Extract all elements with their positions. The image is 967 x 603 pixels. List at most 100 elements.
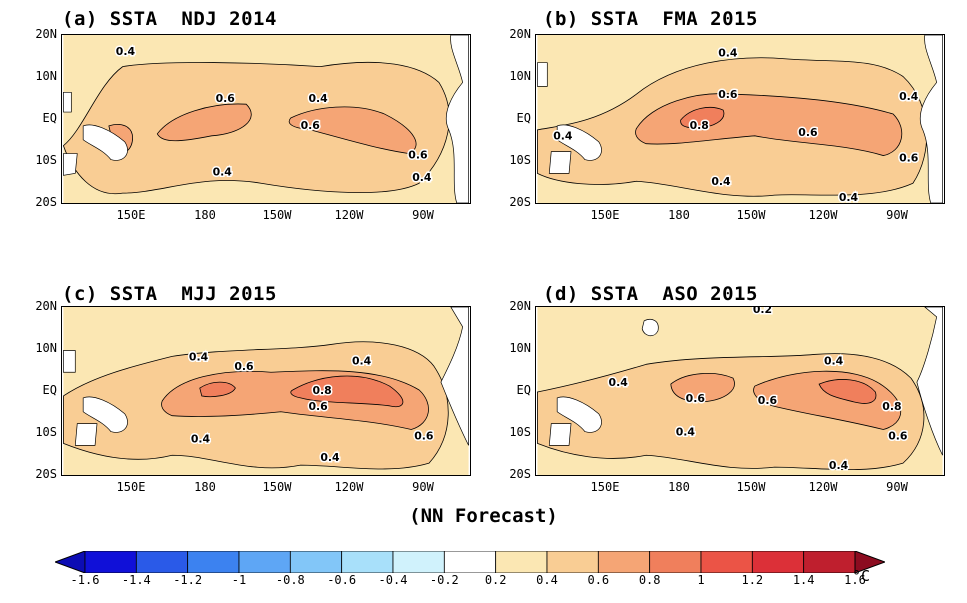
panel-c-map: 0.4 0.6 0.4 0.8 0.6 0.4 0.6 0.4 xyxy=(61,306,471,476)
panel-a-contour-label: 0.6 xyxy=(216,92,235,105)
panel-a-lat-label: 20S xyxy=(35,195,57,209)
panel-c-lon-label: 90W xyxy=(412,480,434,494)
panel-c-svg: 0.4 0.6 0.4 0.8 0.6 0.4 0.6 0.4 xyxy=(63,307,469,475)
panel-b-lat-label: 20N xyxy=(509,27,531,41)
colorbar-tick-label: 1.4 xyxy=(792,573,815,587)
panel-d-contour-label: 0.6 xyxy=(758,394,777,407)
panel-d-lon-label: 90W xyxy=(886,480,908,494)
panel-c-lat-label: 20S xyxy=(35,467,57,481)
panel-b-contour-label: 0.4 xyxy=(839,191,859,203)
panel-b-title: (b) SSTA FMA 2015 xyxy=(543,8,758,30)
colorbar-segment xyxy=(392,551,445,573)
panel-b-contour-label: 0.8 xyxy=(690,119,709,132)
panel-a-title: (a) SSTA NDJ 2014 xyxy=(62,8,277,30)
panel-b-contour-label: 0.4 xyxy=(899,90,919,103)
colorbar-segment xyxy=(546,551,599,573)
panel-b-lon-label: 180 xyxy=(668,208,690,222)
panel-d-contour-label: 0.4 xyxy=(609,376,629,389)
colorbar-tick-label: 0.8 xyxy=(638,573,661,587)
panel-c-contour-label: 0.8 xyxy=(312,384,331,397)
panel-b-lon-label: 150W xyxy=(736,208,766,222)
panel-b-contour-label: 0.4 xyxy=(718,47,738,60)
panel-a-lon-label: 180 xyxy=(194,208,216,222)
colorbar-tick-label: -0.8 xyxy=(275,573,305,587)
panel-c-lat-label: EQ xyxy=(42,383,57,397)
panel-d-title: (d) SSTA ASO 2015 xyxy=(543,283,758,305)
panel-a-contour-label: 0.6 xyxy=(301,119,320,132)
colorbar-segment xyxy=(495,551,548,573)
panel-d-lat-label: 20N xyxy=(509,299,531,313)
panel-c-lon-label: 120W xyxy=(334,480,364,494)
colorbar-segment xyxy=(187,551,240,573)
panel-a-lon-label: 150W xyxy=(262,208,292,222)
panel-c-title: (c) SSTA MJJ 2015 xyxy=(62,283,277,305)
panel-c-lon-label: 180 xyxy=(194,480,216,494)
colorbar-right-arrow xyxy=(854,551,885,573)
panel-d-lon-label: 120W xyxy=(808,480,838,494)
colorbar-segment xyxy=(135,551,189,573)
panel-d-lon-label: 150W xyxy=(736,480,766,494)
colorbar-tick-label: -0.4 xyxy=(378,573,408,587)
panel-a-svg: 0.4 0.6 0.4 0.6 0.6 0.4 0.4 xyxy=(62,35,469,203)
panel-d-lat-label: 10N xyxy=(509,341,531,355)
panel-a-lat-label: 20N xyxy=(35,27,57,41)
panel-d-lat-label: EQ xyxy=(516,383,531,397)
panel-d-lon-label: 150E xyxy=(590,480,620,494)
panel-c-contour-label: 0.6 xyxy=(234,360,253,373)
panel-d-lat-label: 20S xyxy=(509,467,531,481)
panel-d-contour-label: 0.6 xyxy=(888,429,907,442)
colorbar-segment xyxy=(443,551,497,573)
panel-a-lon-label: 120W xyxy=(334,208,364,222)
forecast-caption: (NN Forecast) xyxy=(409,505,558,527)
panel-b-contour-label: 0.6 xyxy=(899,151,918,164)
panel-b-map: 0.4 0.6 0.4 0.4 0.8 0.6 0.6 0.4 0.4 xyxy=(535,34,945,204)
colorbar-segment xyxy=(341,551,394,573)
panel-a-lat-label: EQ xyxy=(42,111,57,125)
panel-c-contour-label: 0.4 xyxy=(191,432,211,445)
colorbar-segment xyxy=(700,551,753,573)
panel-c-lon-label: 150E xyxy=(116,480,146,494)
panel-a-contour-label: 0.4 xyxy=(116,45,136,58)
panel-c-contour-label: 0.6 xyxy=(414,429,433,442)
panel-a-contour-label: 0.6 xyxy=(408,149,427,162)
panel-b-contour-label: 0.4 xyxy=(711,175,731,188)
panel-b-svg: 0.4 0.6 0.4 0.4 0.8 0.6 0.6 0.4 0.4 xyxy=(537,35,943,203)
panel-c-lat-label: 10N xyxy=(35,341,57,355)
panel-b-lon-label: 120W xyxy=(808,208,838,222)
colorbar-tick-label: -0.2 xyxy=(429,573,459,587)
panel-a-contour-label: 0.4 xyxy=(213,165,233,178)
panel-c-contour-label: 0.4 xyxy=(352,354,372,367)
panel-b-lon-label: 150E xyxy=(590,208,620,222)
panel-d-lat-label: 10S xyxy=(509,425,531,439)
panel-c-contour-label: 0.6 xyxy=(308,400,327,413)
colorbar-tick-label: -1.6 xyxy=(70,573,100,587)
panel-b-contour-label: 0.6 xyxy=(798,126,817,139)
panel-a-lat-label: 10S xyxy=(35,153,57,167)
panel-a-map: 0.4 0.6 0.4 0.6 0.6 0.4 0.4 xyxy=(61,34,471,204)
panel-c-lon-label: 150W xyxy=(262,480,292,494)
colorbar-unit: °C xyxy=(852,567,871,585)
colorbar-tick-label: 1 xyxy=(697,573,705,587)
panel-a-lat-label: 10N xyxy=(35,69,57,83)
colorbar-segment xyxy=(289,551,343,573)
colorbar-segment xyxy=(751,551,805,573)
panel-c-lat-label: 20N xyxy=(35,299,57,313)
colorbar-tick-label: 1.6 xyxy=(844,573,866,587)
panel-c-contour-label: 0.4 xyxy=(189,350,209,363)
colorbar-segment xyxy=(803,551,856,573)
panel-b-lat-label: EQ xyxy=(516,111,531,125)
panel-c-contour-label: 0.4 xyxy=(320,451,340,464)
colorbar-tick-label: -1.4 xyxy=(121,573,151,587)
panel-a-contour-label: 0.4 xyxy=(308,92,328,105)
panel-b-contour-label: 0.6 xyxy=(718,88,737,101)
colorbar-tick-label: 1.2 xyxy=(741,573,764,587)
colorbar-left-arrow xyxy=(55,551,86,573)
colorbar-segment xyxy=(238,551,291,573)
colorbar-segment xyxy=(597,551,651,573)
panel-d-contour-label: 0.4 xyxy=(824,354,844,367)
panel-b-lat-label: 10N xyxy=(509,69,531,83)
colorbar-tick-label: -0.6 xyxy=(327,573,357,587)
panel-d-contour-label: 0.4 xyxy=(676,425,696,438)
colorbar-tick-label: -1.2 xyxy=(173,573,203,587)
panel-d-contour-label: 0.6 xyxy=(686,392,705,405)
